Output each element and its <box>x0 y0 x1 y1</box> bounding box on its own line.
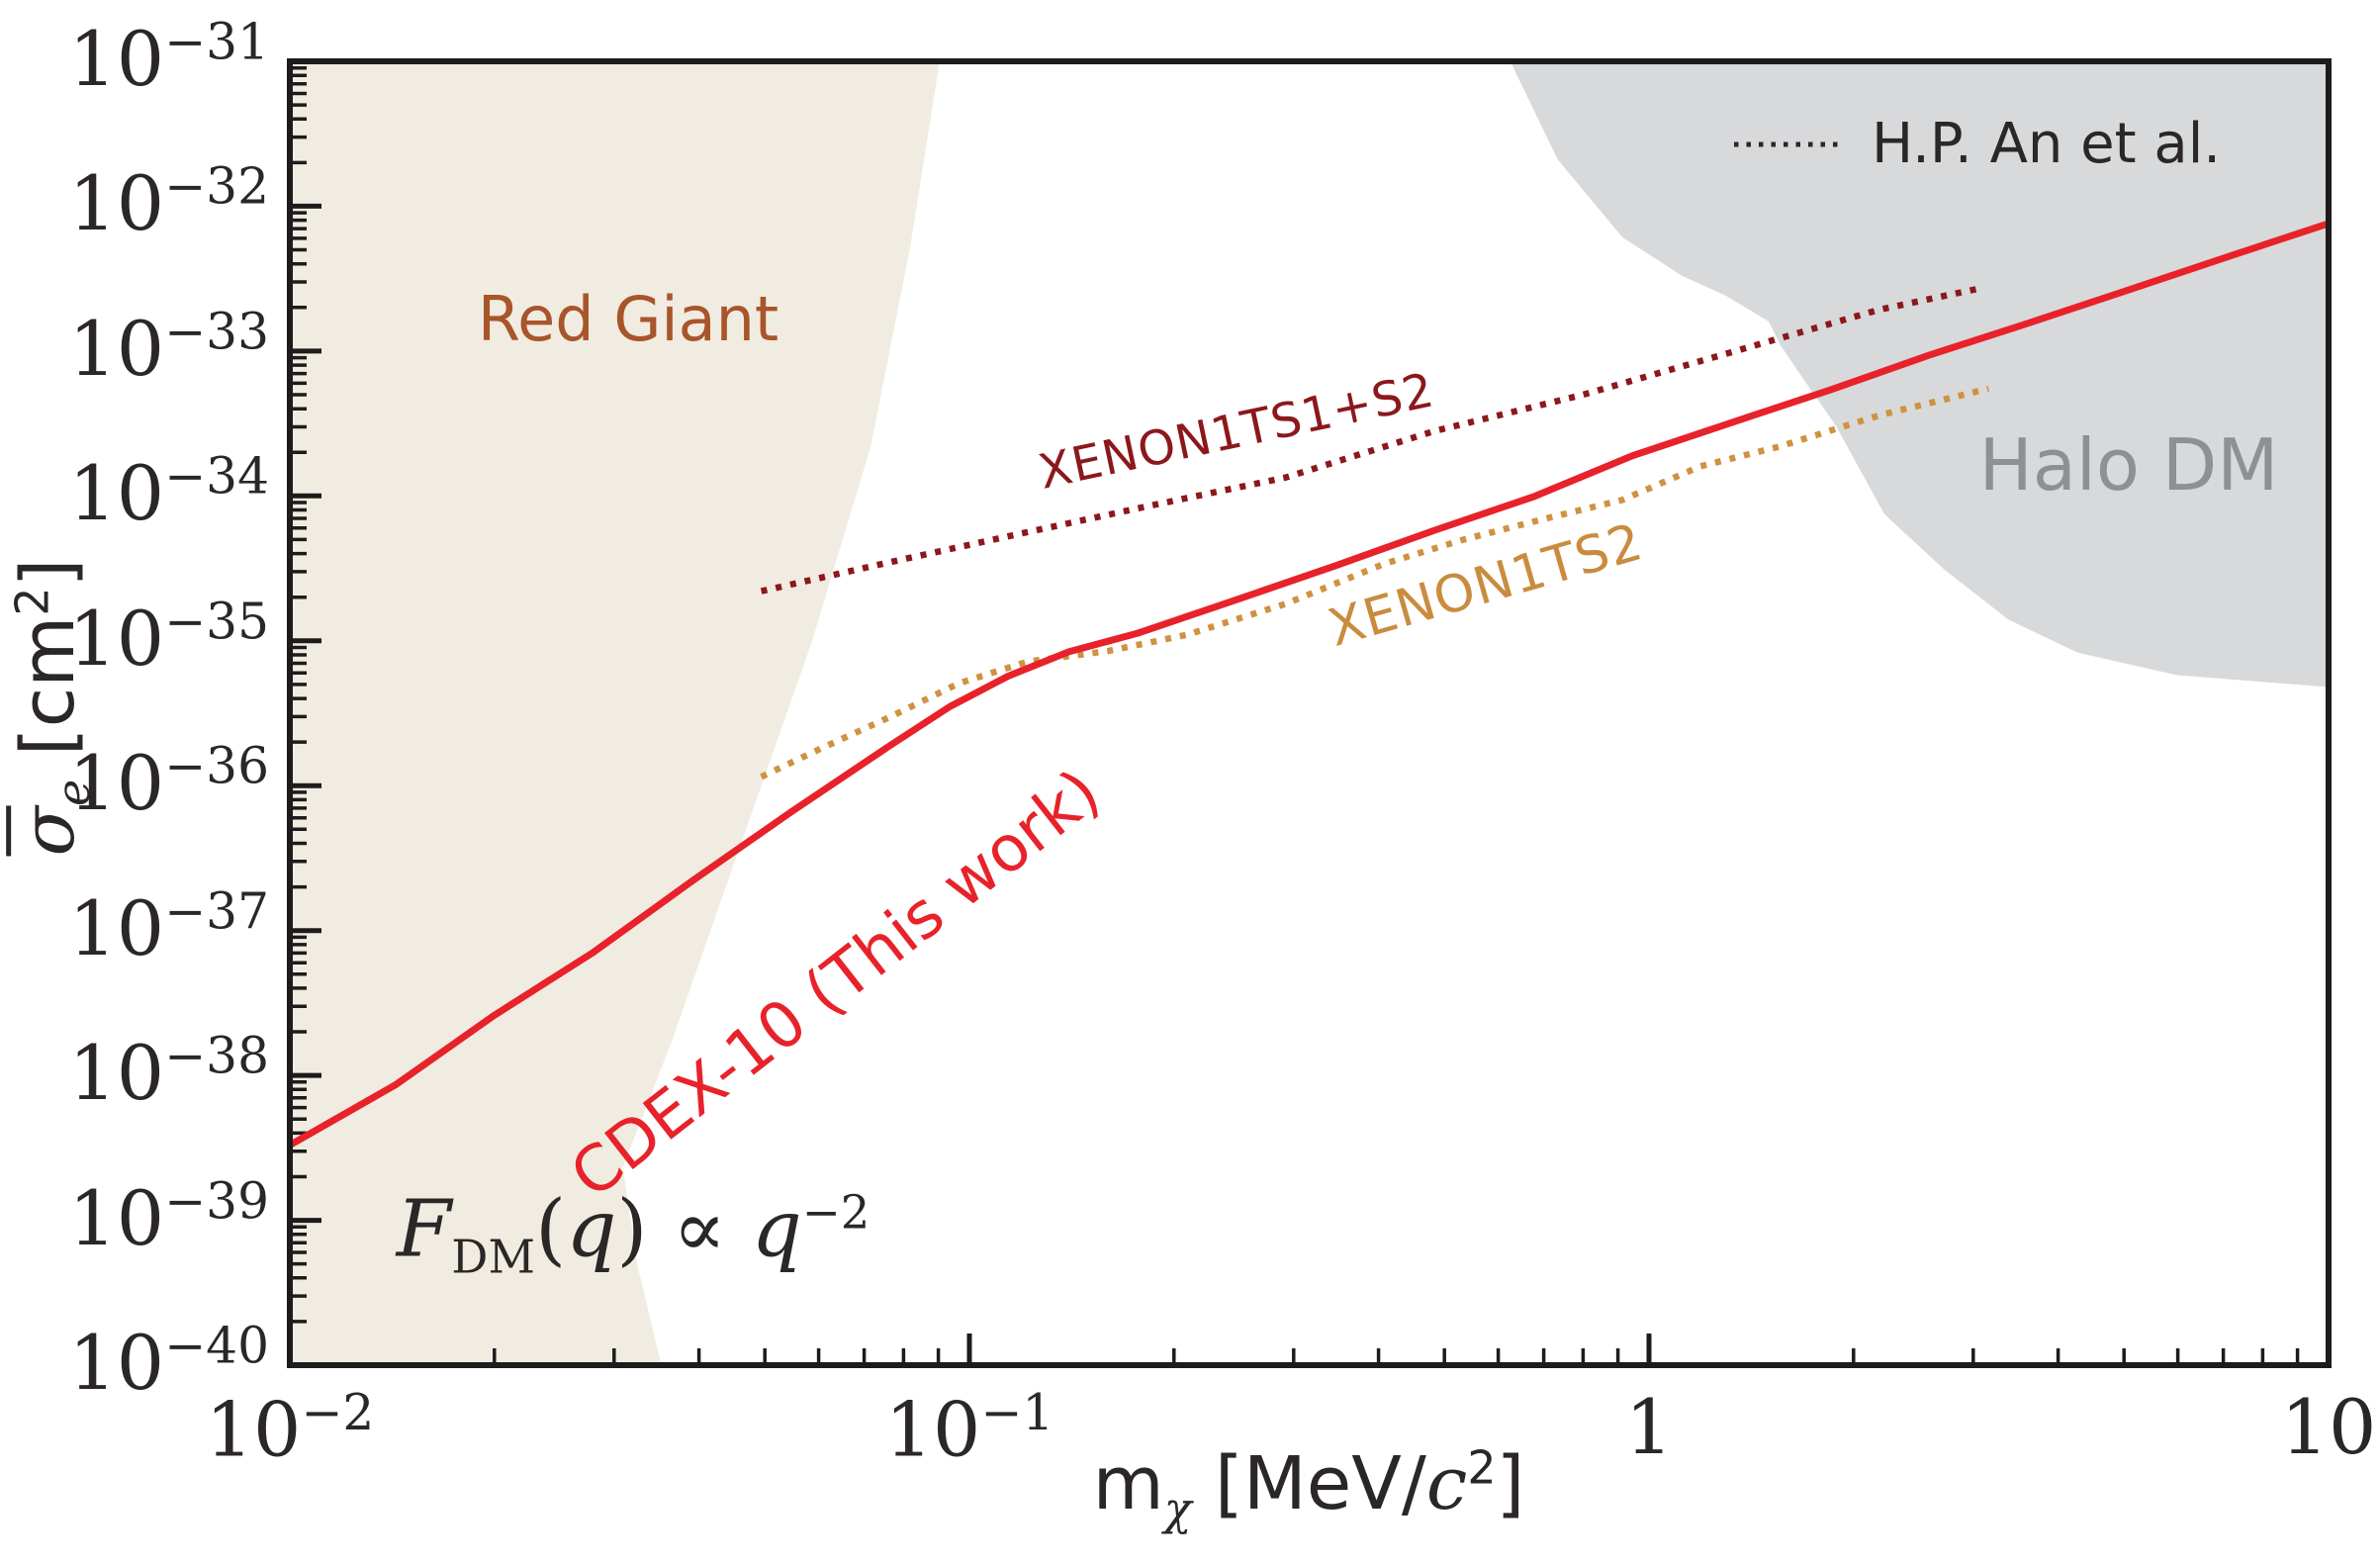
y-label-unit-close: ] <box>6 558 92 588</box>
y-label-sub-e: e <box>46 779 100 806</box>
x-tick-label: 10 <box>2280 1383 2377 1471</box>
formula-F: F <box>396 1182 452 1275</box>
formula-propto: ) ∝ <box>616 1182 752 1275</box>
x-label-c: c <box>1425 1440 1468 1526</box>
formula-q1: q <box>566 1182 617 1275</box>
x-tick-label: 10−2 <box>205 1383 375 1474</box>
x-tick-label: 10−1 <box>884 1383 1054 1474</box>
curve-cdex10 <box>288 220 2331 1149</box>
y-tick-label: 10−37 <box>68 881 269 973</box>
y-tick-label: 10−31 <box>68 12 269 104</box>
y-axis-label: σe [cm2] <box>5 558 100 857</box>
x-axis-label: mχ [MeV/c2] <box>1093 1444 1525 1531</box>
red-giant-region-label: Red Giant <box>477 283 779 355</box>
x-label-sup2: 2 <box>1467 1440 1497 1495</box>
x-label-chi: χ <box>1163 1481 1192 1535</box>
y-tick-label: 10−32 <box>68 156 269 248</box>
form-factor-annotation: FDM(q) ∝ q−2 <box>397 1185 870 1280</box>
formula-exponent: −2 <box>801 1185 870 1240</box>
halo-dm-region-label: Halo DM <box>1978 423 2279 506</box>
y-tick-label: 10−40 <box>68 1316 269 1408</box>
y-tick-label: 10−39 <box>68 1171 269 1263</box>
formula-sub-DM: DM <box>451 1230 535 1284</box>
y-tick-label: 10−33 <box>68 302 269 394</box>
y-tick-label: 10−36 <box>68 736 269 828</box>
region-halo-dm <box>1510 61 2329 688</box>
x-label-unit-open: [MeV/ <box>1191 1440 1426 1526</box>
region-red-giant <box>290 61 940 1365</box>
y-tick-label: 10−38 <box>68 1026 269 1118</box>
formula-q2: q <box>751 1182 802 1275</box>
curve-xenon1t-s2 <box>760 385 1990 781</box>
y-label-unit-open: [cm <box>6 615 92 780</box>
formula-paren-open: ( <box>534 1182 567 1275</box>
x-label-m: m <box>1092 1440 1164 1526</box>
x-label-unit-close: ] <box>1496 1440 1525 1526</box>
plot-border <box>287 58 2332 1368</box>
legend-entry-label: H.P. An et al. <box>1872 112 2222 176</box>
y-label-sigma: σ <box>6 805 92 857</box>
y-label-sup2: 2 <box>5 587 59 616</box>
y-tick-label: 10−34 <box>68 446 269 538</box>
y-tick-label: 10−35 <box>68 592 269 684</box>
x-tick-label: 1 <box>1624 1383 1674 1471</box>
